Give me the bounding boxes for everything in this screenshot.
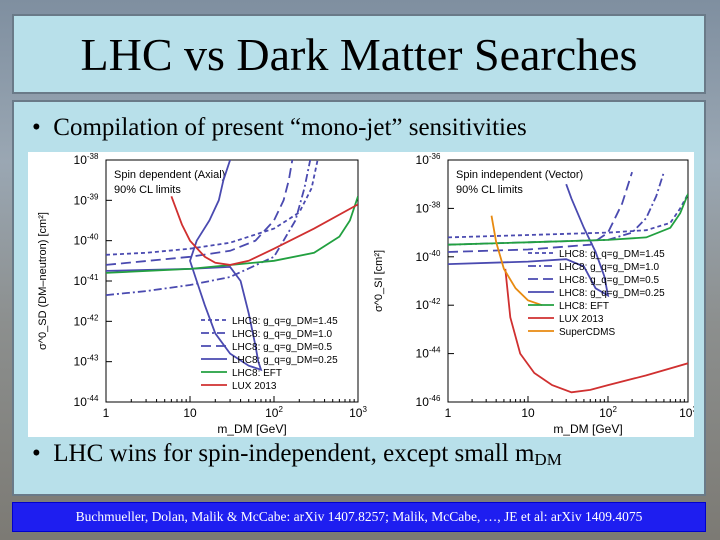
- y-tick-exponent: -43: [87, 354, 99, 363]
- x-tick-label: 10: [183, 406, 197, 420]
- y-tick-label: 10-38: [74, 152, 99, 167]
- x-tick-label: 103: [679, 405, 694, 420]
- y-tick-exponent: -40: [429, 249, 441, 258]
- series-line-3: [106, 160, 294, 266]
- panel-annotation: Spin dependent (Axial): [114, 169, 225, 181]
- bullet-1: • Compilation of present “mono-jet” sens…: [32, 114, 527, 141]
- legend-label: LHC8: g_q=g_DM=1.45: [559, 249, 665, 260]
- x-tick-label: 10: [521, 406, 535, 420]
- legend-label: LHC8: g_q=g_DM=0.5: [559, 275, 660, 286]
- y-tick-label: 10-41: [74, 273, 99, 288]
- footer-citation-bar: Buchmueller, Dolan, Malik & McCabe: arXi…: [12, 502, 706, 532]
- x-tick-label: 103: [349, 405, 367, 420]
- legend-label: LHC8: g_q=g_DM=0.25: [559, 288, 665, 299]
- legend-label: LUX 2013: [232, 381, 277, 392]
- legend-label: LHC8: g_q=g_DM=0.5: [232, 342, 333, 353]
- legend: LHC8: g_q=g_DM=1.45 LHC8: g_q=g_DM=1.0 LHC…: [528, 249, 665, 338]
- charts-figure: 1 10 102 10310-4410-4310-4210-4110-4010-391…: [37, 152, 697, 436]
- y-tick-exponent: -39: [87, 192, 99, 201]
- bullet-2: • LHC wins for spin-independent, except …: [32, 440, 562, 469]
- x-tick-label: 1: [445, 406, 452, 420]
- y-tick-exponent: -42: [87, 313, 99, 322]
- y-tick-label: 10-44: [416, 346, 441, 361]
- x-axis-label: m_DM [GeV]: [553, 422, 622, 436]
- series-line-1: [106, 160, 319, 256]
- bullet-1-text: Compilation of present “mono-jet” sensit…: [53, 114, 527, 141]
- chart-panel-2: 1 10 102 103 10-46 10-44 10-42 10-40 10-38 10-36 m…: [373, 152, 697, 436]
- slide-title: LHC vs Dark Matter Searches: [80, 28, 638, 80]
- content-box: • Compilation of present “mono-jet” sens…: [12, 100, 706, 496]
- legend-label: LHC8: EFT: [559, 301, 609, 312]
- y-tick-exponent: -40: [87, 233, 99, 242]
- footer-citation: Buchmueller, Dolan, Malik & McCabe: arXi…: [75, 509, 643, 524]
- y-tick-label: 10-39: [74, 192, 99, 207]
- panel-annotation: Spin independent (Vector): [456, 169, 583, 181]
- y-tick-exponent: -46: [429, 394, 441, 403]
- series-line-2: [106, 160, 312, 296]
- bullet-2-subscript: DM: [534, 450, 562, 469]
- plot-frame: [447, 159, 689, 403]
- x-tick-exponent: 3: [692, 405, 694, 414]
- y-tick-exponent: -42: [429, 297, 441, 306]
- y-tick-exponent: -38: [429, 200, 441, 209]
- legend-label: LHC8: g_q=g_DM=1.0: [232, 329, 333, 340]
- series-line-1: [448, 193, 688, 239]
- series-line-6: [504, 268, 688, 394]
- y-tick-exponent: -44: [87, 394, 99, 403]
- panel-annotation: 90% CL limits: [456, 184, 523, 196]
- y-tick-label: 10-44: [74, 394, 99, 409]
- plot-frame: [105, 159, 359, 403]
- panel-annotation: 90% CL limits: [114, 184, 181, 196]
- legend-label: LHC8: g_q=g_DM=1.0: [559, 262, 660, 273]
- y-tick-label: 10-43: [74, 354, 99, 369]
- series-line-5: [448, 193, 688, 246]
- series-line-7: [490, 215, 543, 307]
- series-line-5: [106, 196, 358, 274]
- series-line-4: [448, 183, 610, 298]
- y-axis-label: σ^0_SI [cm²]: [373, 250, 385, 312]
- y-tick-label: 10-36: [416, 152, 441, 167]
- x-tick-exponent: 3: [362, 405, 367, 414]
- x-tick-label: 102: [599, 405, 617, 420]
- y-axis-label: σ^0_SD (DM–neutron) [cm²]: [37, 212, 49, 350]
- series-line-3: [448, 171, 633, 253]
- y-tick-label: 10-42: [74, 313, 99, 328]
- title-box: LHC vs Dark Matter Searches: [12, 14, 706, 94]
- y-tick-label: 10-38: [416, 200, 441, 215]
- y-tick-exponent: -36: [429, 152, 441, 161]
- y-tick-exponent: -44: [429, 346, 441, 355]
- series-line-6: [170, 195, 358, 266]
- y-tick-exponent: -38: [87, 152, 99, 161]
- x-tick-label: 1: [103, 406, 110, 420]
- y-tick-label: 10-40: [74, 233, 99, 248]
- y-tick-label: 10-46: [416, 394, 441, 409]
- legend-label: LUX 2013: [559, 314, 604, 325]
- x-axis-label: m_DM [GeV]: [217, 422, 286, 436]
- bullet-2-text: LHC wins for spin-independent, except sm…: [53, 440, 535, 467]
- chart-panel-1: 1 10 102 103 10-44 10-43 10-42 10-41 10-40 10-39 1…: [37, 152, 367, 436]
- legend-label: LHC8: g_q=g_DM=1.45: [232, 316, 338, 327]
- x-tick-exponent: 2: [278, 405, 283, 414]
- y-tick-label: 10-42: [416, 297, 441, 312]
- y-tick-label: 10-40: [416, 249, 441, 264]
- legend-label: LHC8: EFT: [232, 368, 282, 379]
- legend-label: SuperCDMS: [559, 327, 615, 338]
- series-line-4: [106, 160, 263, 372]
- y-tick-exponent: -41: [87, 273, 99, 282]
- legend: LHC8: g_q=g_DM=1.45 LHC8: g_q=g_DM=1.0 LHC…: [201, 316, 338, 392]
- legend-label: LHC8: g_q=g_DM=0.25: [232, 355, 338, 366]
- plots-area: 1 10 102 103 10-44 10-43 10-42 10-41 10-40 10-39 1…: [28, 152, 697, 437]
- x-tick-exponent: 2: [612, 405, 617, 414]
- x-tick-label: 102: [265, 405, 283, 420]
